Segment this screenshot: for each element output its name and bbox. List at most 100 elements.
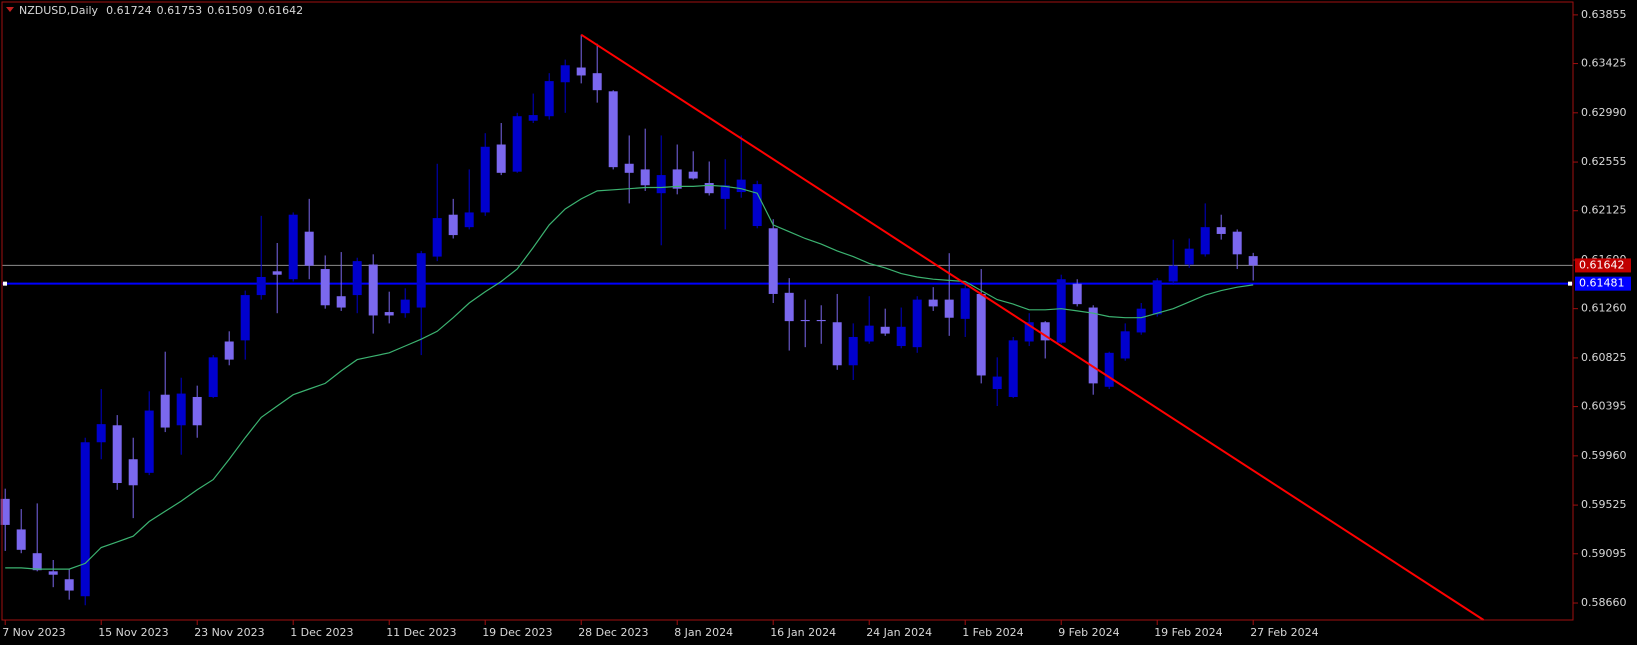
y-tick-label: 0.63855 <box>1581 8 1627 21</box>
candle-body <box>464 212 474 228</box>
y-tick-label: 0.63425 <box>1581 57 1627 70</box>
candle-body <box>1088 307 1098 384</box>
candle-body <box>960 288 970 319</box>
candle-body <box>272 271 282 275</box>
candle-body <box>896 326 906 347</box>
candle-body <box>176 393 186 426</box>
trendline <box>580 33 1485 621</box>
x-tick-label: 27 Feb 2024 <box>1250 626 1318 639</box>
candle-body <box>704 183 714 194</box>
x-tick-label: 24 Jan 2024 <box>866 626 932 639</box>
candle-body <box>0 498 10 525</box>
candle-body <box>1120 331 1130 359</box>
x-tick-label: 28 Dec 2023 <box>578 626 648 639</box>
candle-body <box>1136 308 1146 333</box>
candle-body <box>1040 322 1050 341</box>
candle-body <box>1152 280 1162 315</box>
candle-body <box>208 357 218 397</box>
candle-body <box>416 253 426 308</box>
x-tick-label: 7 Nov 2023 <box>2 626 65 639</box>
candle-body <box>688 171 698 179</box>
line-handle <box>1568 281 1572 286</box>
candle-body <box>544 81 554 117</box>
candle-body <box>832 322 842 366</box>
candle-body <box>400 299 410 314</box>
candle-body <box>928 299 938 307</box>
y-tick-label: 0.62990 <box>1581 106 1627 119</box>
candle-body <box>496 144 506 173</box>
price-tag-label: 0.61642 <box>1579 258 1625 271</box>
candle-body <box>864 325 874 342</box>
x-tick-label: 23 Nov 2023 <box>194 626 264 639</box>
candle-body <box>656 175 666 194</box>
candle-body <box>1184 248 1194 265</box>
x-tick-label: 16 Jan 2024 <box>770 626 836 639</box>
candle-body <box>1104 352 1114 387</box>
title-low: 0.61509 <box>207 4 253 17</box>
candle-body <box>912 299 922 348</box>
y-tick-label: 0.58660 <box>1581 596 1627 609</box>
candle-body <box>752 184 762 227</box>
candle-body <box>224 341 234 360</box>
candle-body <box>672 169 682 189</box>
y-tick-label: 0.62555 <box>1581 155 1627 168</box>
candle-body <box>512 116 522 172</box>
candle-body <box>384 312 394 316</box>
candle-body <box>624 163 634 173</box>
candle-body <box>560 65 570 83</box>
y-tick-label: 0.59960 <box>1581 449 1627 462</box>
candle-body <box>32 553 42 571</box>
candle-body <box>736 179 746 193</box>
moving-average <box>5 184 1254 570</box>
candle-body <box>80 442 90 597</box>
y-tick-label: 0.62125 <box>1581 204 1627 217</box>
candle-body <box>880 326 890 334</box>
x-tick-label: 19 Dec 2023 <box>482 626 552 639</box>
candle-body <box>1056 279 1066 343</box>
candle-body <box>16 529 26 550</box>
candle-body <box>256 276 266 296</box>
candle-body <box>848 336 858 366</box>
candle-body <box>528 115 538 121</box>
line-handle <box>3 281 7 286</box>
candle-body <box>976 293 986 376</box>
candle-body <box>240 295 250 341</box>
candle-body <box>592 73 602 91</box>
candle-body <box>336 296 346 308</box>
y-tick-label: 0.59525 <box>1581 498 1627 511</box>
candle-body <box>1248 256 1258 266</box>
title-open: 0.61724 <box>106 4 152 17</box>
chart-title: NZDUSD,Daily 0.61724 0.61753 0.61509 0.61642 <box>19 4 303 17</box>
x-tick-label: 15 Nov 2023 <box>98 626 168 639</box>
candle-body <box>192 396 202 426</box>
candle-body <box>480 146 490 213</box>
candle-body <box>768 228 778 294</box>
candle-body <box>304 231 314 266</box>
x-tick-label: 8 Jan 2024 <box>674 626 733 639</box>
x-tick-label: 11 Dec 2023 <box>386 626 456 639</box>
candle-body <box>944 299 954 318</box>
candle-body <box>992 376 1002 390</box>
price-tag-label: 0.61481 <box>1579 277 1625 290</box>
candle-body <box>1008 340 1018 397</box>
candle-body <box>320 269 330 306</box>
candle-body <box>1168 265 1178 282</box>
x-tick-label: 9 Feb 2024 <box>1058 626 1119 639</box>
candle-body <box>160 394 170 428</box>
y-tick-label: 0.60825 <box>1581 351 1627 364</box>
candle-body <box>96 424 106 443</box>
candle-body <box>1024 322 1034 342</box>
candle-body <box>640 169 650 186</box>
candle-body <box>1232 231 1242 255</box>
candle-body <box>800 319 810 322</box>
x-tick-label: 19 Feb 2024 <box>1154 626 1222 639</box>
candle-body <box>784 292 794 322</box>
plot-frame <box>1 1 1574 621</box>
candle-body <box>1072 283 1082 305</box>
candle-body <box>608 91 618 168</box>
y-tick-label: 0.60395 <box>1581 400 1627 413</box>
y-tick-label: 0.61260 <box>1581 302 1627 315</box>
candle-body <box>448 214 458 236</box>
